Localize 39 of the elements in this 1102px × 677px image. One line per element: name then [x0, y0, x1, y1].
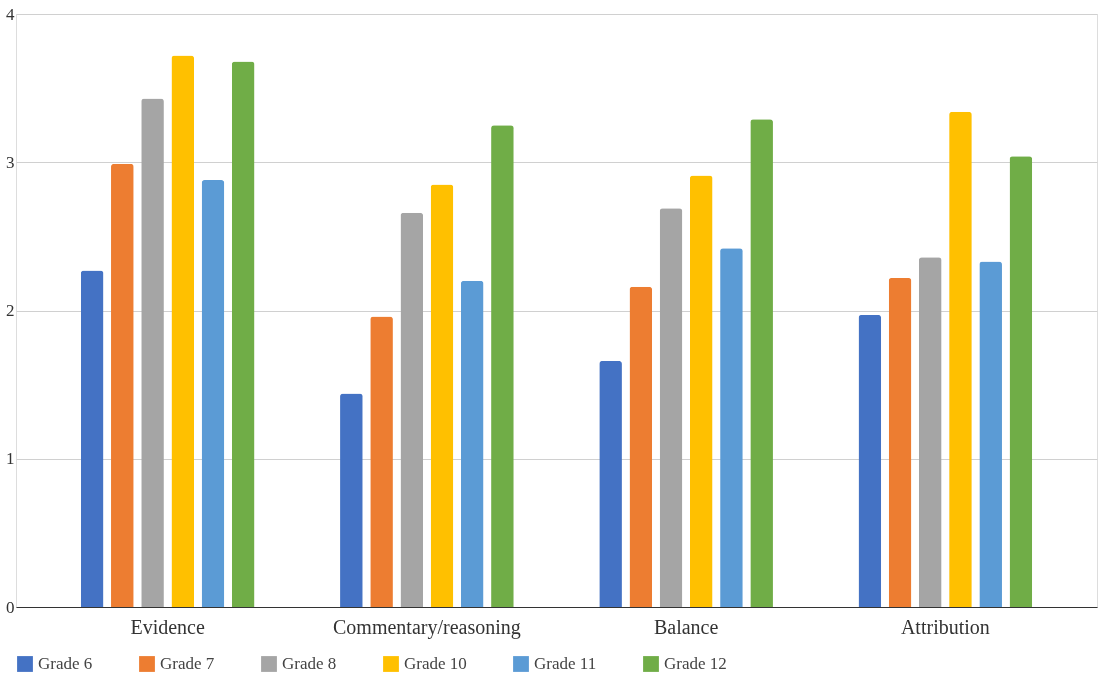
bar	[111, 163, 134, 607]
legend-label: Grade 6	[38, 654, 93, 673]
legend-label: Grade 12	[664, 654, 727, 673]
y-tick-label: 2	[6, 301, 15, 320]
bar	[720, 248, 743, 607]
x-tick-label: Balance	[653, 615, 719, 638]
bar	[659, 208, 683, 607]
legend-label: Grade 10	[404, 654, 467, 673]
bar	[171, 55, 195, 607]
bar	[460, 280, 484, 607]
bar	[750, 119, 773, 607]
legend-label: Grade 8	[282, 654, 337, 673]
bar	[629, 286, 653, 607]
bar	[918, 257, 942, 607]
legend-label: Grade 11	[534, 654, 597, 673]
y-tick-label: 1	[6, 449, 15, 469]
y-tick-label: 0	[6, 597, 15, 617]
bar	[689, 175, 713, 607]
bar	[201, 180, 225, 607]
x-tick-label: Commentary/reasoning	[333, 615, 521, 639]
bar	[370, 316, 393, 607]
bar	[979, 261, 1002, 607]
bar	[888, 277, 912, 607]
bar	[599, 360, 622, 607]
bar	[491, 125, 514, 607]
x-tick-label: Attribution	[900, 615, 990, 638]
bar	[80, 270, 104, 607]
bar	[430, 184, 454, 607]
bar	[400, 212, 424, 607]
bar	[141, 98, 164, 607]
bar	[1009, 156, 1033, 607]
x-tick-label: Evidence	[130, 615, 205, 638]
legend-label: Grade 7	[160, 654, 215, 673]
bar	[231, 61, 255, 607]
y-tick-label: 4	[6, 4, 15, 24]
bar	[858, 314, 882, 607]
y-tick-label: 3	[6, 152, 15, 172]
bar	[340, 393, 363, 607]
bar	[949, 111, 972, 607]
